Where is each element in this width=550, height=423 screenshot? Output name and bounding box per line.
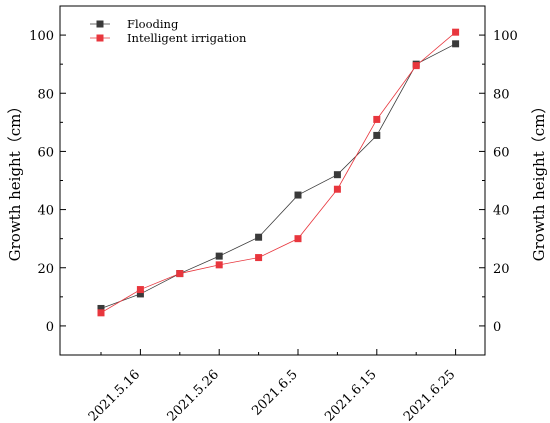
left-y-tick-label: 60	[37, 145, 54, 160]
right-y-tick-label: 0	[493, 320, 501, 335]
data-point-flooding	[136, 290, 144, 298]
right-y-tick-label: 100	[493, 29, 518, 44]
series-points	[97, 28, 460, 317]
data-point-intelligent-irrigation	[97, 309, 105, 317]
right-y-axis: 0 20 40 60 80 100	[479, 5, 518, 356]
series-lines	[100, 31, 456, 314]
data-point-intelligent-irrigation	[452, 28, 460, 36]
legend-flooding-label: Flooding	[127, 17, 179, 31]
x-tick-label: 2021.5.26	[165, 367, 222, 423]
data-point-flooding	[452, 40, 460, 48]
data-point-intelligent-irrigation	[176, 270, 184, 278]
series-line-flooding	[100, 43, 456, 309]
data-point-intelligent-irrigation	[294, 235, 302, 243]
x-tick-label: 2021.6.15	[322, 367, 379, 423]
legend: Flooding Intelligent irrigation	[90, 17, 247, 45]
data-point-intelligent-irrigation	[373, 115, 381, 123]
x-tick-label: 2021.6.5	[249, 367, 301, 419]
right-y-tick-label: 80	[493, 87, 510, 102]
x-axis: 2021.5.16 2021.5.26 2021.6.5 2021.6.15 2021.…	[86, 349, 458, 423]
left-y-tick-label: 80	[37, 87, 54, 102]
left-y-tick-label: 20	[37, 262, 54, 277]
right-y-tick-label: 20	[493, 262, 510, 277]
data-point-intelligent-irrigation	[255, 254, 263, 262]
left-y-tick-label: 0	[46, 320, 54, 335]
left-y-tick-label: 100	[29, 29, 54, 44]
data-point-flooding	[373, 131, 381, 139]
legend-intelligent-marker	[96, 34, 104, 42]
data-point-flooding	[215, 252, 223, 260]
x-tick-label: 2021.5.16	[86, 367, 143, 423]
right-y-tick-label: 40	[493, 204, 510, 219]
data-point-intelligent-irrigation	[136, 286, 144, 294]
data-point-flooding	[97, 304, 105, 312]
data-point-flooding	[333, 171, 341, 179]
legend-flooding-marker	[96, 20, 104, 28]
right-y-axis-title: Growth height（cm）	[530, 99, 548, 262]
data-point-intelligent-irrigation	[215, 261, 223, 269]
data-point-flooding	[255, 233, 263, 241]
left-y-axis-title: Growth height（cm）	[6, 99, 24, 262]
data-point-flooding	[294, 191, 302, 199]
plot-frame	[59, 5, 486, 356]
data-point-intelligent-irrigation	[333, 185, 341, 193]
left-y-tick-label: 40	[37, 204, 54, 219]
data-point-intelligent-irrigation	[412, 62, 420, 70]
left-y-axis: 0 20 40 60 80 100	[29, 5, 66, 356]
legend-intelligent-label: Intelligent irrigation	[127, 31, 247, 45]
series-line-intelligent-irrigation	[100, 31, 456, 314]
x-tick-label: 2021.6.25	[401, 367, 458, 423]
right-y-tick-label: 60	[493, 145, 510, 160]
